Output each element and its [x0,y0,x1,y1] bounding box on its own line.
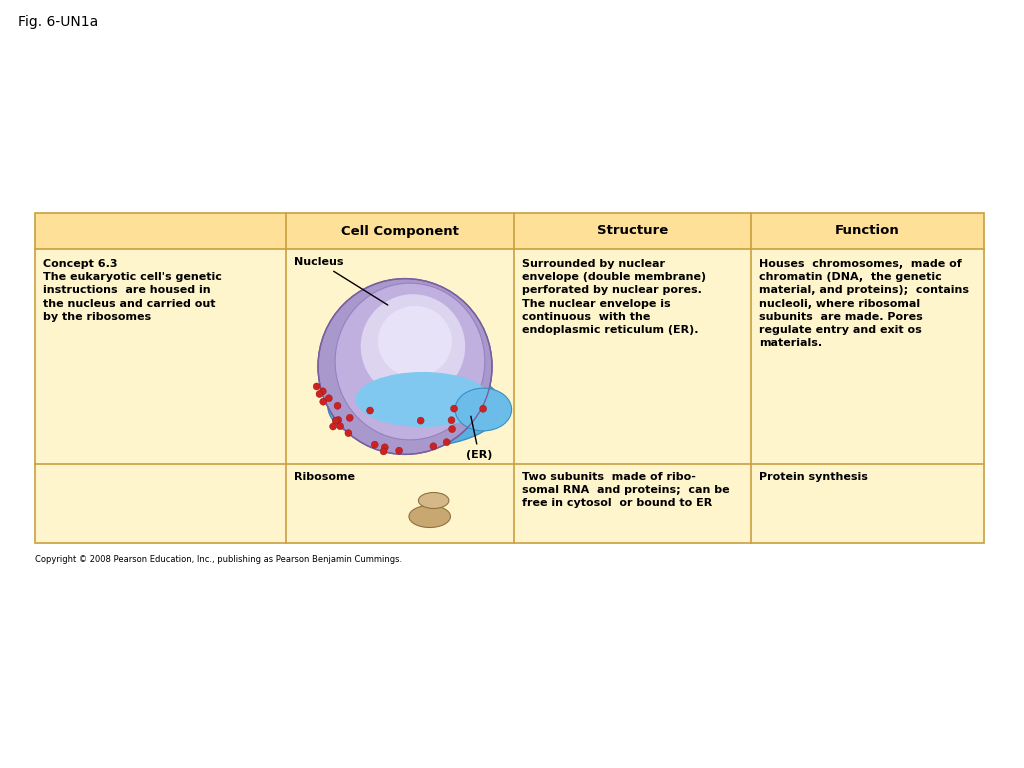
Text: Cell Component: Cell Component [341,224,459,237]
Ellipse shape [335,283,484,440]
Ellipse shape [335,416,342,423]
Ellipse shape [449,417,455,424]
Ellipse shape [337,422,343,429]
Ellipse shape [479,406,486,412]
Text: Protein synthesis: Protein synthesis [759,472,868,482]
Ellipse shape [330,423,337,430]
Ellipse shape [372,441,378,449]
Text: Copyright © 2008 Pearson Education, Inc., publishing as Pearson Benjamin Cumming: Copyright © 2008 Pearson Education, Inc.… [35,555,401,564]
Ellipse shape [313,383,321,390]
Ellipse shape [409,505,451,528]
Text: Fig. 6-UN1a: Fig. 6-UN1a [17,15,98,29]
Ellipse shape [355,372,490,427]
Ellipse shape [380,448,387,455]
Ellipse shape [417,417,424,424]
Ellipse shape [367,407,374,414]
Ellipse shape [395,447,402,454]
Text: Surrounded by nuclear
envelope (double membrane)
perforated by nuclear pores.
Th: Surrounded by nuclear envelope (double m… [522,259,706,335]
Bar [35,213,984,543]
Ellipse shape [430,443,437,450]
Ellipse shape [455,388,512,431]
Ellipse shape [360,294,465,399]
Text: Concept 6.3
The eukaryotic cell's genetic
instructions  are housed in
the nucleu: Concept 6.3 The eukaryotic cell's geneti… [43,259,221,322]
Ellipse shape [419,492,449,508]
Text: Function: Function [836,224,900,237]
Ellipse shape [346,415,353,422]
Ellipse shape [319,388,327,395]
Ellipse shape [332,417,339,424]
Text: (ER): (ER) [466,416,493,459]
Ellipse shape [334,402,341,409]
Ellipse shape [381,444,388,451]
Text: Two subunits  made of ribo-
somal RNA  and proteins;  can be
free in cytosol  or: Two subunits made of ribo- somal RNA and… [522,472,729,508]
Ellipse shape [443,439,451,445]
Ellipse shape [319,398,327,406]
Ellipse shape [318,279,493,455]
Ellipse shape [345,429,352,437]
Text: Houses  chromosomes,  made of
chromatin (DNA,  the genetic
material, and protein: Houses chromosomes, made of chromatin (D… [759,259,970,348]
Ellipse shape [316,390,323,398]
Ellipse shape [326,395,333,402]
Ellipse shape [449,425,456,432]
Text: Nucleus: Nucleus [294,257,388,305]
Ellipse shape [451,405,458,412]
Bar [35,213,984,249]
Ellipse shape [378,306,452,377]
Text: Ribosome: Ribosome [294,472,355,482]
Text: Structure: Structure [597,224,669,237]
Ellipse shape [328,366,502,447]
Bar [35,213,984,543]
